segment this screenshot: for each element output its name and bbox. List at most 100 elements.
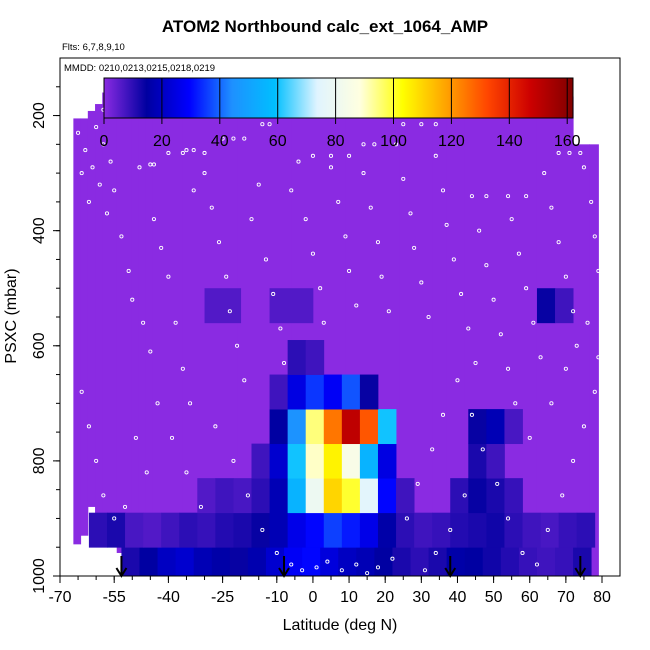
- sample-marker: [224, 274, 229, 279]
- sample-marker: [560, 493, 565, 498]
- data-column: [73, 118, 82, 545]
- sample-marker: [112, 516, 117, 521]
- sample-marker: [191, 148, 196, 153]
- colorbar-tick-label: 120: [438, 133, 465, 150]
- sample-marker: [339, 568, 344, 573]
- sample-marker: [509, 217, 514, 222]
- y-tick-label: 1000: [31, 558, 48, 594]
- sample-marker: [314, 565, 319, 570]
- heatmap-cell: [573, 547, 592, 577]
- heatmap-cell: [139, 547, 158, 577]
- sample-marker: [173, 320, 178, 325]
- heatmap-cell: [179, 512, 198, 548]
- sample-marker: [516, 251, 521, 256]
- sample-marker: [274, 550, 279, 556]
- sample-marker: [571, 309, 576, 314]
- heatmap-cell: [341, 409, 361, 445]
- heatmap-cell: [392, 547, 411, 577]
- sample-marker: [404, 516, 409, 521]
- heatmap-cell: [464, 547, 484, 577]
- sample-marker: [484, 263, 489, 268]
- heatmap-cell: [522, 512, 541, 548]
- heatmap-cell: [555, 288, 574, 324]
- x-axis-label: Latitude (deg N): [283, 617, 398, 634]
- heatmap-cell: [359, 512, 379, 548]
- sample-marker: [542, 171, 547, 176]
- color-legend: 0 20 40 60 80 100 120 140 160: [100, 77, 581, 150]
- data-column: [536, 96, 574, 576]
- sample-marker: [281, 360, 287, 366]
- data-column: [123, 92, 132, 553]
- sample-marker: [477, 228, 482, 233]
- sample-marker: [567, 150, 572, 156]
- colorbar-tick-label: 20: [153, 133, 171, 150]
- sample-marker: [372, 142, 377, 147]
- sample-marker: [278, 326, 283, 331]
- sample-marker: [444, 222, 449, 227]
- sample-marker: [531, 320, 536, 325]
- sample-marker: [119, 234, 124, 239]
- sample-marker: [361, 171, 366, 176]
- sample-marker: [166, 274, 171, 279]
- heatmap-cell: [486, 512, 505, 548]
- sample-marker: [466, 326, 471, 331]
- heatmap-cell: [359, 443, 379, 479]
- heatmap-cell: [161, 512, 180, 548]
- heatmap-cell: [468, 478, 487, 514]
- heatmap-cell: [377, 409, 397, 445]
- data-column: [109, 92, 118, 545]
- sample-marker: [141, 320, 146, 325]
- sample-marker: [242, 136, 247, 141]
- colorbar: [103, 77, 574, 119]
- heatmap-cell: [287, 512, 307, 548]
- heatmap-cell: [341, 443, 361, 479]
- heatmap-cell: [504, 478, 523, 514]
- heatmap-cell: [204, 288, 242, 324]
- sample-marker: [455, 378, 460, 383]
- sample-marker: [104, 211, 110, 216]
- heatmap-cell: [446, 547, 466, 577]
- sample-marker: [491, 297, 496, 302]
- sample-marker: [379, 274, 384, 279]
- heatmap-cell: [88, 512, 108, 548]
- heatmap-cell: [432, 512, 451, 548]
- sample-marker: [209, 205, 214, 210]
- heatmap-cell: [486, 409, 505, 445]
- heatmap-cell: [106, 512, 126, 548]
- data-column: [152, 92, 184, 577]
- heatmap-cell: [233, 512, 252, 548]
- data-column: [102, 92, 111, 530]
- heatmap-cell: [450, 478, 469, 514]
- sample-marker: [112, 188, 117, 193]
- sample-marker: [151, 162, 156, 167]
- heatmap-cell: [197, 478, 216, 514]
- x-tick-label: -70: [48, 589, 71, 606]
- sample-marker: [393, 142, 399, 147]
- heatmap-cell: [305, 374, 325, 410]
- heatmap-cell: [287, 443, 307, 479]
- sample-marker: [227, 309, 232, 314]
- sample-marker: [202, 171, 207, 176]
- sample-marker: [495, 481, 500, 486]
- heatmap-cell: [410, 547, 429, 577]
- heatmap-cell: [323, 512, 343, 548]
- sample-marker: [328, 153, 334, 158]
- heatmap-cell: [486, 443, 505, 479]
- sample-marker: [300, 568, 305, 573]
- heatmap-cell: [359, 478, 379, 514]
- data-column: [446, 96, 466, 576]
- sample-marker: [130, 297, 135, 302]
- sample-marker: [527, 435, 532, 440]
- sample-marker: [325, 559, 330, 564]
- heatmap-cell: [486, 478, 505, 514]
- sample-marker: [137, 165, 142, 170]
- heatmap-cell: [215, 512, 234, 548]
- data-column: [80, 118, 89, 536]
- x-tick-label: -40: [157, 589, 180, 606]
- sample-marker: [596, 268, 601, 274]
- sample-marker: [310, 153, 315, 158]
- sample-marker: [401, 122, 406, 127]
- sample-marker: [426, 314, 431, 320]
- heatmap-cell: [305, 443, 325, 479]
- sample-marker: [412, 245, 417, 250]
